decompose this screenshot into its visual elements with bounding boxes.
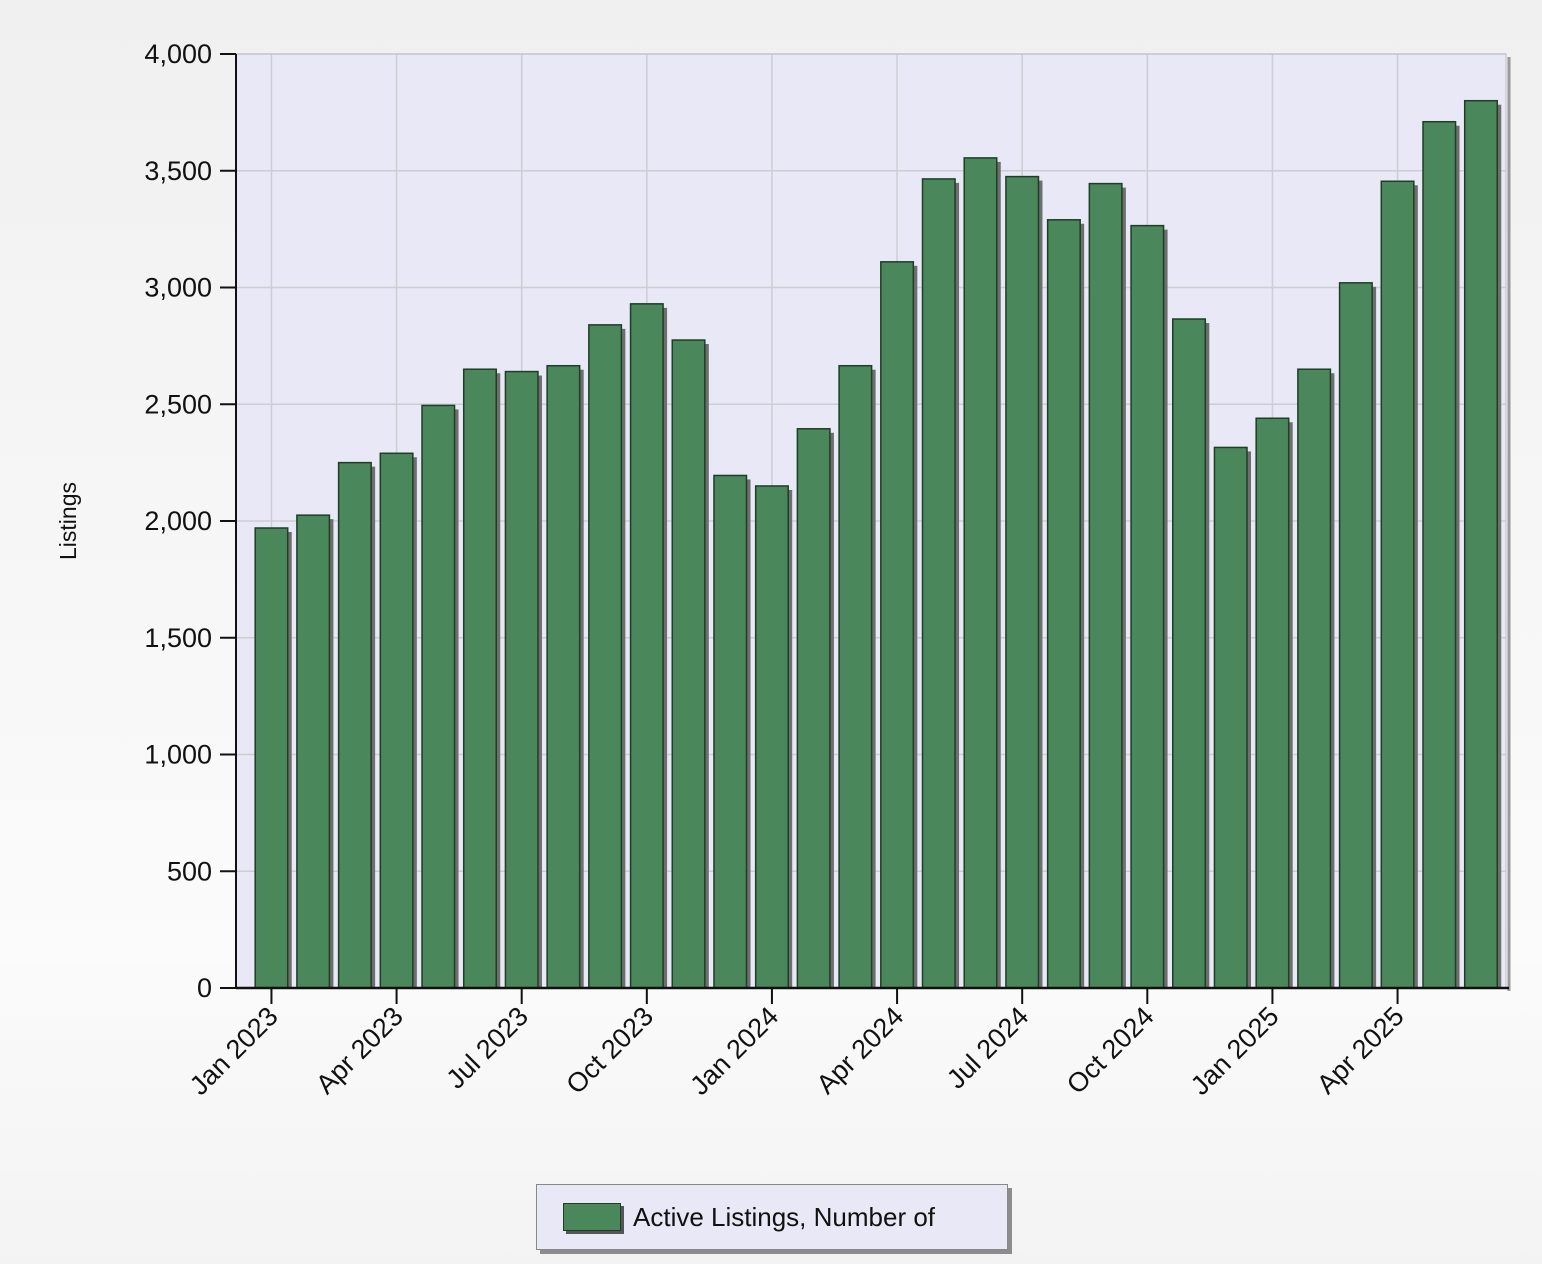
bar xyxy=(379,452,414,989)
bar xyxy=(921,178,956,989)
x-tick-label: Jul 2024 xyxy=(941,1001,1034,1094)
bar xyxy=(1130,224,1165,989)
bar xyxy=(504,370,539,989)
bar xyxy=(1088,182,1123,989)
legend-label: Active Listings, Number of xyxy=(633,1201,936,1232)
bar xyxy=(963,157,998,989)
bar xyxy=(1380,180,1415,989)
y-tick-label: 3,000 xyxy=(144,273,212,303)
bar xyxy=(671,339,706,989)
bar xyxy=(546,364,581,989)
bar xyxy=(629,303,664,989)
bar-series xyxy=(254,99,1502,989)
y-tick-label: 1,000 xyxy=(144,740,212,770)
bar xyxy=(796,428,831,989)
bar xyxy=(754,485,789,989)
y-axis-ticks: 0 500 1,000 1,500 2,000 2,500 3,000 3,500 4,000 xyxy=(144,39,236,1003)
bar xyxy=(1005,175,1040,989)
legend-swatch xyxy=(563,1203,621,1231)
bar xyxy=(838,364,873,989)
bar xyxy=(462,368,498,989)
y-tick-label: 2,500 xyxy=(144,389,212,419)
y-tick-label: 3,500 xyxy=(144,156,212,186)
bar xyxy=(1338,282,1373,989)
y-axis-title: Listings xyxy=(55,482,81,560)
x-tick-label: Jan 2025 xyxy=(1185,1001,1285,1101)
bar xyxy=(296,514,331,989)
x-axis-ticks: Jan 2023 Apr 2023 Jul 2023 Oct 2023 Jan 2024… xyxy=(184,988,1410,1101)
x-tick-label: Oct 2023 xyxy=(560,1001,659,1100)
bar xyxy=(713,474,748,989)
bar xyxy=(1297,368,1332,989)
bar xyxy=(588,324,623,989)
bar xyxy=(337,461,372,989)
bar xyxy=(1255,417,1290,989)
x-tick-label: Apr 2025 xyxy=(1311,1001,1410,1100)
x-tick-label: Jan 2024 xyxy=(684,1001,784,1101)
x-tick-label: Apr 2023 xyxy=(310,1001,409,1100)
bar xyxy=(1422,120,1457,989)
bar xyxy=(1046,219,1081,989)
x-tick-label: Oct 2024 xyxy=(1061,1001,1160,1100)
y-tick-label: 2,000 xyxy=(144,506,212,536)
x-tick-label: Jan 2023 xyxy=(184,1001,284,1101)
legend: Active Listings, Number of xyxy=(536,1184,1008,1250)
bar xyxy=(421,404,456,989)
y-tick-label: 500 xyxy=(167,856,212,886)
bar xyxy=(1213,446,1248,989)
x-tick-label: Apr 2024 xyxy=(811,1001,910,1100)
y-tick-label: 1,500 xyxy=(144,623,212,653)
x-tick-label: Jul 2023 xyxy=(441,1001,534,1094)
bar xyxy=(1463,99,1498,989)
bar xyxy=(1172,318,1207,989)
bar xyxy=(880,261,915,989)
bar-chart: 05001,0001,5002,0002,5003,0003,5004,000 … xyxy=(55,39,1511,1101)
bar xyxy=(254,527,289,989)
y-tick-label: 4,000 xyxy=(144,39,212,69)
y-tick-label: 0 xyxy=(197,973,212,1003)
